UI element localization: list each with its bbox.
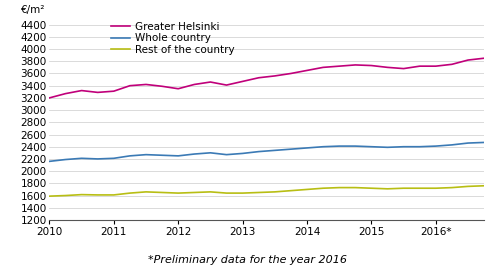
Whole country bbox=[320, 145, 326, 148]
Whole country bbox=[240, 152, 246, 155]
Greater Helsinki bbox=[336, 65, 342, 68]
Greater Helsinki bbox=[63, 92, 69, 95]
Rest of the country bbox=[127, 192, 133, 195]
Rest of the country bbox=[352, 186, 358, 189]
Whole country bbox=[272, 149, 278, 152]
Whole country bbox=[159, 154, 165, 157]
Rest of the country bbox=[46, 195, 52, 198]
Greater Helsinki bbox=[481, 57, 487, 60]
Rest of the country bbox=[288, 189, 294, 192]
Whole country bbox=[369, 145, 374, 148]
Whole country bbox=[111, 157, 117, 160]
Whole country bbox=[175, 154, 181, 157]
Rest of the country bbox=[272, 190, 278, 193]
Whole country bbox=[207, 151, 213, 154]
Rest of the country bbox=[79, 193, 84, 196]
Greater Helsinki bbox=[320, 66, 326, 69]
Whole country bbox=[417, 145, 423, 148]
Greater Helsinki bbox=[79, 89, 84, 92]
Greater Helsinki bbox=[288, 72, 294, 75]
Rest of the country bbox=[63, 194, 69, 197]
Text: *Preliminary data for the year 2016: *Preliminary data for the year 2016 bbox=[148, 255, 346, 265]
Whole country bbox=[352, 144, 358, 148]
Whole country bbox=[288, 148, 294, 151]
Greater Helsinki bbox=[95, 91, 101, 94]
Greater Helsinki bbox=[384, 66, 390, 69]
Whole country bbox=[433, 144, 439, 148]
Text: €/m²: €/m² bbox=[21, 5, 45, 15]
Rest of the country bbox=[143, 190, 149, 193]
Whole country bbox=[224, 153, 230, 156]
Rest of the country bbox=[224, 192, 230, 195]
Greater Helsinki bbox=[352, 63, 358, 67]
Greater Helsinki bbox=[224, 83, 230, 87]
Greater Helsinki bbox=[417, 65, 423, 68]
Greater Helsinki bbox=[272, 74, 278, 77]
Rest of the country bbox=[336, 186, 342, 189]
Rest of the country bbox=[207, 190, 213, 193]
Whole country bbox=[46, 160, 52, 163]
Whole country bbox=[465, 142, 471, 145]
Greater Helsinki bbox=[111, 90, 117, 93]
Rest of the country bbox=[256, 191, 262, 194]
Greater Helsinki bbox=[46, 96, 52, 99]
Greater Helsinki bbox=[191, 83, 197, 86]
Whole country bbox=[256, 150, 262, 153]
Line: Whole country: Whole country bbox=[49, 143, 484, 161]
Whole country bbox=[127, 154, 133, 157]
Whole country bbox=[336, 144, 342, 148]
Rest of the country bbox=[304, 188, 310, 191]
Rest of the country bbox=[401, 187, 407, 190]
Rest of the country bbox=[465, 185, 471, 188]
Rest of the country bbox=[481, 184, 487, 187]
Whole country bbox=[304, 146, 310, 149]
Rest of the country bbox=[449, 186, 455, 189]
Line: Greater Helsinki: Greater Helsinki bbox=[49, 58, 484, 98]
Greater Helsinki bbox=[401, 67, 407, 70]
Rest of the country bbox=[95, 193, 101, 197]
Rest of the country bbox=[320, 187, 326, 190]
Rest of the country bbox=[417, 187, 423, 190]
Whole country bbox=[79, 157, 84, 160]
Whole country bbox=[191, 152, 197, 156]
Greater Helsinki bbox=[127, 84, 133, 87]
Greater Helsinki bbox=[175, 87, 181, 90]
Whole country bbox=[384, 146, 390, 149]
Rest of the country bbox=[175, 192, 181, 195]
Whole country bbox=[95, 157, 101, 161]
Greater Helsinki bbox=[207, 81, 213, 84]
Rest of the country bbox=[384, 187, 390, 191]
Greater Helsinki bbox=[143, 83, 149, 86]
Greater Helsinki bbox=[369, 64, 374, 67]
Whole country bbox=[63, 158, 69, 161]
Whole country bbox=[481, 141, 487, 144]
Whole country bbox=[143, 153, 149, 156]
Greater Helsinki bbox=[304, 69, 310, 72]
Rest of the country bbox=[159, 191, 165, 194]
Greater Helsinki bbox=[449, 63, 455, 66]
Rest of the country bbox=[433, 187, 439, 190]
Whole country bbox=[449, 143, 455, 147]
Greater Helsinki bbox=[465, 59, 471, 62]
Rest of the country bbox=[111, 193, 117, 197]
Legend: Greater Helsinki, Whole country, Rest of the country: Greater Helsinki, Whole country, Rest of… bbox=[111, 22, 235, 55]
Greater Helsinki bbox=[240, 80, 246, 83]
Whole country bbox=[401, 145, 407, 148]
Rest of the country bbox=[191, 191, 197, 194]
Greater Helsinki bbox=[433, 65, 439, 68]
Rest of the country bbox=[240, 192, 246, 195]
Greater Helsinki bbox=[159, 85, 165, 88]
Line: Rest of the country: Rest of the country bbox=[49, 186, 484, 196]
Greater Helsinki bbox=[256, 76, 262, 79]
Rest of the country bbox=[369, 187, 374, 190]
